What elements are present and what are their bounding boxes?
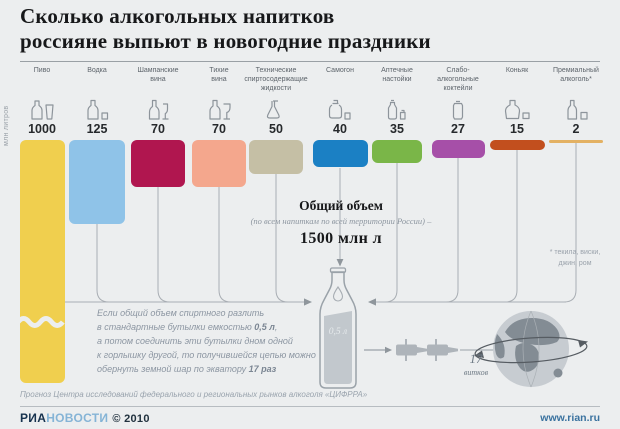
bottle-chain-icon: [396, 339, 458, 361]
equator-loops-caption: 17 витков: [450, 351, 502, 377]
title-divider: [20, 61, 600, 62]
champagne-bottle-flute-icon: [143, 99, 173, 121]
category-column-7: Аптечные настойки 35: [360, 67, 434, 136]
page-title: Сколько алкогольных напитков россияне вы…: [20, 4, 600, 54]
category-column-9: Коньяк 15: [480, 67, 554, 136]
category-label: Аптечные настойки: [381, 67, 413, 83]
total-volume-title: Общий объем: [299, 198, 383, 213]
category-value: 35: [390, 122, 404, 136]
bottle-volume-label: 0,5 л: [329, 327, 347, 337]
category-label: Технические спиртосодержащие жидкости: [244, 67, 308, 92]
total-volume-block: Общий объем (по всем напиткам по всей те…: [228, 198, 454, 248]
category-label: Пиво: [33, 67, 51, 74]
category-column-8: Слабо-алкогольные коктейли 27: [421, 67, 495, 136]
category-value: 15: [510, 122, 524, 136]
category-label: Премиальный алкоголь*: [553, 67, 599, 83]
cognac-decanter-glass-icon: [502, 99, 532, 121]
loops-number: 17: [469, 351, 483, 366]
category-column-1: Пиво 1000: [5, 67, 79, 136]
bottle-chain-annotation: Если общий объем спиртного разлить в стан…: [97, 308, 316, 375]
bar-1: [19, 140, 65, 383]
bar-5: [249, 140, 303, 174]
source-credit: Прогноз Центра исследований федерального…: [20, 390, 368, 399]
cocktail-can-icon: [443, 99, 473, 121]
category-value: 70: [212, 122, 226, 136]
ria-novosti-logo: РИАНОВОСТИ © 2010: [20, 411, 150, 425]
category-column-2: Водка 125: [60, 67, 134, 136]
right-arrow-icon: [368, 298, 376, 306]
orbit-arrow-right-icon: [578, 340, 588, 348]
brand-novosti: НОВОСТИ: [46, 411, 109, 425]
category-value: 27: [451, 122, 465, 136]
total-volume-value: 1500 млн л: [299, 230, 383, 247]
category-value: 2: [572, 122, 580, 136]
premium-alcohol-footnote: * текила, виски, джин, ром: [549, 249, 601, 267]
title-line-1: Сколько алкогольных напитков: [20, 4, 335, 28]
category-column-5: Технические спиртосодержащие жидкости 50: [239, 67, 313, 136]
bar-3: [131, 140, 185, 187]
bar-7: [372, 140, 422, 163]
bar-8: [431, 140, 485, 158]
category-column-4: Тихие вина 70: [182, 67, 256, 136]
category-column-10: Премиальный алкоголь* 2: [539, 67, 613, 136]
category-column-6: Самогон 40: [303, 67, 377, 136]
bar-2: [69, 140, 125, 224]
loops-word: витков: [463, 368, 489, 377]
category-label: Слабо-алкогольные коктейли: [437, 67, 479, 92]
category-value: 1000: [28, 122, 56, 136]
vodka-bottle-shot-icon: [82, 99, 112, 121]
category-value: 125: [86, 122, 108, 136]
tincture-vial-icon: [382, 99, 412, 121]
copyright-text: © 2010: [112, 413, 150, 425]
drop-icon: [332, 286, 344, 302]
bar-6: [312, 140, 368, 167]
category-label: Коньяк: [505, 67, 529, 74]
category-label: Тихие вина: [209, 67, 229, 83]
bar-9: [489, 140, 545, 150]
footer: РИАНОВОСТИ © 2010 www.rian.ru: [20, 411, 600, 425]
premium-bottle-glass-icon: [561, 99, 591, 121]
left-arrow-icon: [304, 298, 312, 306]
category-value: 70: [151, 122, 165, 136]
chain-arrow-icon: [385, 346, 392, 354]
category-column-3: Шампанские вина 70: [121, 67, 195, 136]
bar-4: [192, 140, 246, 187]
beer-bottle-glass-icon: [27, 99, 57, 121]
category-label: Шампанские вина: [137, 67, 179, 83]
website-link[interactable]: www.rian.ru: [540, 412, 600, 424]
jug-shot-icon: [325, 99, 355, 121]
category-value: 50: [269, 122, 283, 136]
title-line-2: россияне выпьют в новогодние праздники: [20, 28, 431, 53]
total-volume-note: (по всем напиткам по всей территории Рос…: [250, 216, 432, 226]
category-value: 40: [333, 122, 347, 136]
wine-bottle-glass-icon: [204, 99, 234, 121]
category-label: Самогон: [326, 67, 354, 74]
footer-divider: [20, 406, 600, 407]
bar-10: [549, 140, 603, 143]
category-label: Водка: [87, 67, 107, 74]
flask-icon: [261, 99, 291, 121]
down-arrow-icon: [336, 259, 344, 267]
brand-ria: РИА: [20, 411, 47, 425]
